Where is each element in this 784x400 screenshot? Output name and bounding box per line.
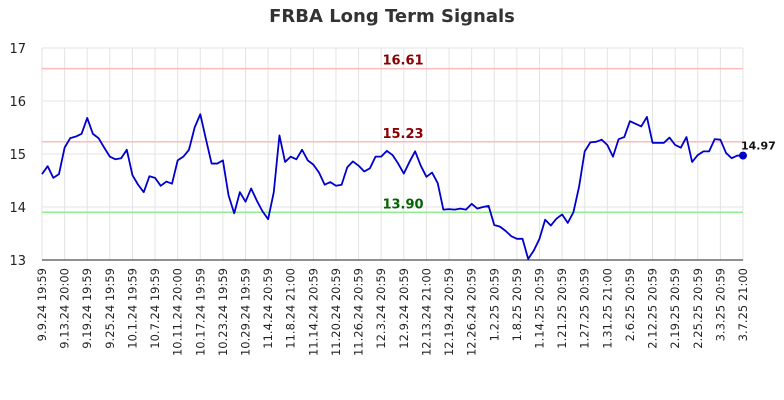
x-tick-label: 1.14.25 20:59 (532, 268, 546, 349)
x-tick-label: 1.27.25 20:59 (578, 268, 592, 349)
y-tick-label: 13 (9, 254, 26, 269)
x-tick-label: 11.26.24 20:59 (352, 268, 366, 356)
x-tick-label: 10.17.24 19:59 (193, 268, 207, 356)
x-tick-label: 12.13.24 21:00 (419, 268, 433, 356)
grid-lines (41, 47, 744, 261)
x-tick-label: 10.23.24 19:59 (216, 268, 230, 356)
reference-line-label: 15.23 (382, 127, 423, 142)
x-tick-label: 1.31.25 21:00 (600, 268, 614, 349)
y-tick-label: 14 (9, 201, 26, 216)
x-tick-label: 10.7.24 19:59 (148, 268, 162, 349)
x-tick-label: 3.3.25 20:59 (713, 268, 727, 341)
x-tick-label: 2.6.25 20:59 (623, 268, 637, 341)
x-tick-label: 11.4.24 20:59 (261, 268, 275, 349)
x-tick-label: 12.9.24 20:59 (397, 268, 411, 349)
x-tick-label: 12.3.24 20:59 (374, 268, 388, 349)
x-tick-label: 2.12.25 20:59 (646, 268, 660, 349)
x-tick-label: 2.25.25 20:59 (691, 268, 705, 349)
x-tick-label: 9.25.24 19:59 (103, 268, 117, 349)
y-tick-label: 17 (9, 42, 26, 57)
x-tick-label: 1.8.25 20:59 (510, 268, 524, 341)
x-tick-label: 1.21.25 20:59 (555, 268, 569, 349)
y-tick-label: 15 (9, 148, 26, 163)
x-tick-label: 2.19.25 20:59 (668, 268, 682, 349)
reference-line-label: 16.61 (382, 54, 423, 69)
x-tick-label: 9.13.24 20:00 (58, 268, 72, 349)
x-tick-label: 11.8.24 21:00 (284, 268, 298, 349)
series-line (41, 113, 743, 260)
tick-labels: 13 14 15 16 17 9.9.24 19:59 9.13.24 20:00 9.19.… (9, 42, 750, 356)
x-tick-label: 12.26.24 20:59 (465, 268, 479, 356)
x-tick-label: 10.1.24 19:59 (125, 268, 139, 349)
x-tick-label: 11.14.24 20:59 (306, 268, 320, 356)
x-tick-label: 1.2.25 20:59 (487, 268, 501, 341)
last-value-point (739, 151, 747, 160)
last-value-label: 14.97 (741, 140, 776, 153)
x-tick-label: 11.20.24 20:59 (329, 268, 343, 356)
y-tick-label: 16 (9, 95, 26, 110)
x-tick-label: 3.7.25 21:00 (736, 268, 750, 341)
reference-line-label: 13.90 (382, 197, 423, 212)
x-tick-label: 12.19.24 20:59 (442, 268, 456, 356)
x-tick-label: 9.19.24 19:59 (80, 268, 94, 349)
chart-title: FRBA Long Term Signals (269, 6, 515, 27)
reference-lines: 16.61 15.23 13.90 (42, 54, 743, 214)
x-tick-label: 10.29.24 19:59 (239, 268, 253, 356)
x-tick-label: 9.9.24 19:59 (35, 268, 49, 341)
series-layer: 14.97 (41, 113, 776, 260)
x-tick-label: 10.11.24 20:00 (171, 268, 185, 356)
